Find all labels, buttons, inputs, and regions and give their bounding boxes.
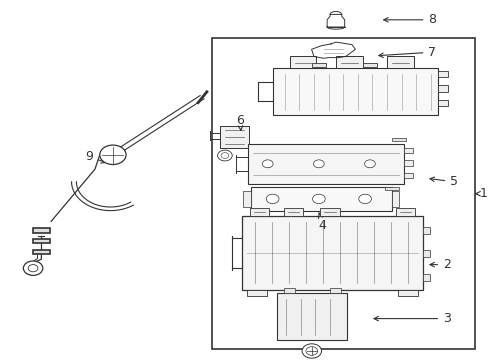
Bar	[395, 208, 414, 216]
Bar	[397, 290, 417, 296]
Bar	[242, 216, 422, 290]
Text: 2: 2	[429, 258, 450, 271]
Bar	[403, 173, 412, 178]
Bar	[437, 71, 447, 77]
Bar	[391, 191, 398, 207]
Bar	[220, 126, 249, 148]
Text: 3: 3	[373, 312, 450, 325]
Bar	[249, 208, 269, 216]
Text: 1: 1	[479, 187, 487, 200]
Polygon shape	[326, 14, 344, 27]
Circle shape	[100, 145, 126, 165]
Text: 9: 9	[85, 150, 105, 163]
Bar	[422, 274, 429, 281]
Bar	[311, 63, 325, 67]
Bar	[391, 138, 406, 141]
Bar	[272, 68, 437, 115]
Text: 8: 8	[383, 13, 435, 26]
Bar	[320, 208, 339, 216]
Bar	[283, 288, 294, 293]
Bar	[243, 191, 250, 207]
Circle shape	[266, 194, 278, 204]
Bar	[248, 144, 403, 184]
Text: 5: 5	[429, 175, 457, 188]
Circle shape	[23, 261, 43, 275]
Bar	[289, 56, 316, 68]
Bar	[422, 227, 429, 234]
Bar	[384, 187, 398, 190]
Bar	[362, 63, 377, 67]
Circle shape	[358, 194, 371, 204]
Circle shape	[262, 160, 272, 168]
Circle shape	[313, 160, 324, 168]
Bar	[422, 250, 429, 257]
Bar	[33, 239, 50, 243]
Circle shape	[364, 160, 375, 168]
Circle shape	[302, 344, 321, 358]
Circle shape	[312, 194, 325, 204]
Bar	[437, 100, 447, 106]
Bar	[250, 187, 391, 211]
Bar	[276, 293, 346, 340]
Bar	[403, 148, 412, 153]
Bar	[211, 38, 474, 349]
Bar	[403, 160, 412, 166]
Circle shape	[217, 150, 232, 161]
Bar	[33, 228, 50, 233]
Bar	[335, 56, 362, 68]
Text: 6: 6	[236, 114, 244, 130]
Text: 4: 4	[318, 213, 326, 231]
Bar	[437, 85, 447, 92]
Bar	[33, 250, 50, 254]
Bar	[283, 208, 303, 216]
Polygon shape	[311, 42, 355, 58]
Bar	[386, 56, 413, 68]
Text: 7: 7	[378, 46, 435, 59]
Bar	[329, 288, 340, 293]
Bar	[247, 290, 266, 296]
